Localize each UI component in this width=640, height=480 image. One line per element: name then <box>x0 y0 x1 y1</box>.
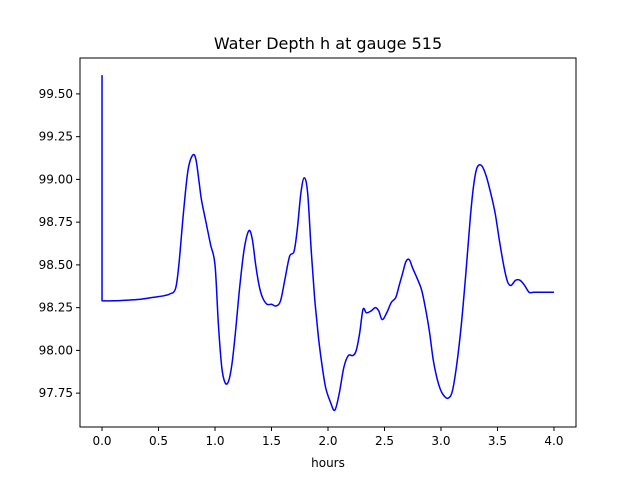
x-tick-label: 0.5 <box>149 434 168 448</box>
x-axis-label: hours <box>311 456 345 470</box>
y-tick-label: 98.00 <box>39 343 73 357</box>
y-tick-label: 98.50 <box>39 258 73 272</box>
x-tick-label: 2.0 <box>318 434 337 448</box>
plot-area <box>101 75 554 412</box>
x-tick-label: 3.0 <box>431 434 450 448</box>
x-axis: 0.0 0.5 1.0 1.5 2.0 2.5 3.0 3.5 4.0 <box>92 427 564 448</box>
x-tick-label: 1.5 <box>262 434 281 448</box>
y-tick-label: 99.00 <box>39 172 73 186</box>
y-tick-label: 98.25 <box>39 301 73 315</box>
y-axis: 97.75 98.00 98.25 98.50 98.75 99.00 99.25 99.50 <box>39 87 80 400</box>
x-tick-label: 3.5 <box>488 434 507 448</box>
y-tick-label: 99.25 <box>39 130 73 144</box>
y-tick-label: 98.75 <box>39 215 73 229</box>
plot-frame <box>79 57 577 428</box>
x-tick-label: 2.5 <box>375 434 394 448</box>
chart-title: Water Depth h at gauge 515 <box>214 34 442 53</box>
series-line-0 <box>101 75 554 412</box>
x-tick-label: 0.0 <box>92 434 111 448</box>
x-tick-label: 4.0 <box>544 434 563 448</box>
y-tick-label: 99.50 <box>39 87 73 101</box>
x-tick-label: 1.0 <box>205 434 224 448</box>
y-tick-label: 97.75 <box>39 386 73 400</box>
